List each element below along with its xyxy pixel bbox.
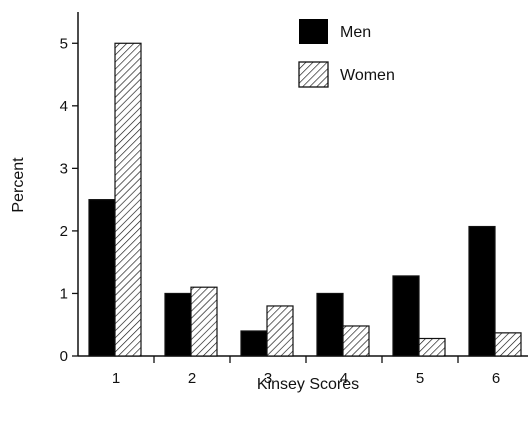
x-tick-label-1: 1 <box>112 370 120 387</box>
y-tick-label-4: 4 <box>60 98 68 115</box>
legend-swatch-men <box>299 19 328 44</box>
bar-women-3 <box>266 305 294 357</box>
bar-men-1 <box>88 199 116 357</box>
legend-swatch-women <box>298 61 329 88</box>
x-tick-label-5: 5 <box>416 370 424 387</box>
y-tick-label-2: 2 <box>60 223 68 240</box>
legend-label-men: Men <box>340 24 371 41</box>
bar-men-4 <box>316 292 344 357</box>
x-axis-title: Kinsey Scores <box>257 376 359 393</box>
y-axis: 0 1 2 3 4 5 <box>60 12 79 365</box>
bar-men-6 <box>468 225 496 357</box>
x-tick-label-6: 6 <box>492 370 500 387</box>
bar-women-1 <box>114 42 142 357</box>
y-tick-label-1: 1 <box>60 285 68 302</box>
legend-label-women: Women <box>340 67 395 84</box>
bar-women-2 <box>190 286 218 357</box>
y-tick-label-5: 5 <box>60 35 68 52</box>
bar-women-5 <box>418 337 446 357</box>
bar-men-3 <box>240 330 268 357</box>
bar-women-4 <box>342 325 370 357</box>
bar-men-5 <box>392 275 420 357</box>
legend: Men Women <box>298 19 395 88</box>
bar-men-2 <box>164 292 192 357</box>
x-tick-label-3: 3 <box>264 370 272 387</box>
y-axis-title: Percent <box>10 157 27 213</box>
x-axis: 1 2 3 4 5 6 <box>78 355 528 387</box>
bar-women-6 <box>494 332 522 357</box>
bars <box>88 42 522 357</box>
x-tick-label-2: 2 <box>188 370 196 387</box>
x-tick-label-4: 4 <box>340 370 348 387</box>
y-tick-label-3: 3 <box>60 160 68 177</box>
y-tick-label-0: 0 <box>60 348 68 365</box>
